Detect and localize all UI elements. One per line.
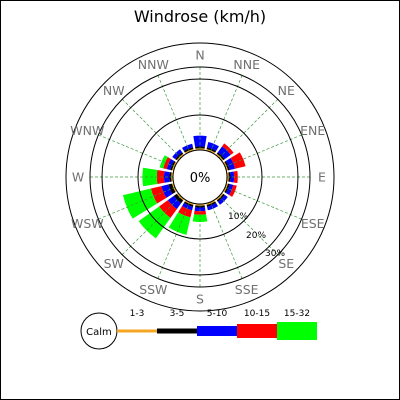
legend-bar-5-10 [197, 326, 237, 336]
direction-label-n: N [195, 48, 204, 63]
petal-ene-10-15 [230, 152, 246, 169]
petal-ese-10-15 [229, 184, 237, 197]
ring-20 [101, 78, 299, 276]
spoke-wsw [98, 187, 176, 220]
direction-labels: N NNE NE ENE E ESE SE SSE S SSW SW WSW W WNW NW NNW [70, 48, 326, 307]
spoke-nnw [157, 75, 190, 153]
petal-s-10-15 [193, 210, 207, 215]
petal-sw-5-10 [167, 195, 182, 210]
petal-ssw-10-15 [178, 206, 193, 218]
spoke-nne [210, 75, 243, 153]
legend-bar-3-5 [157, 328, 197, 334]
ring-30 [65, 42, 335, 312]
direction-label-ne: NE [278, 83, 295, 98]
petal-ssw-15-32 [168, 212, 191, 235]
spoke-sw [121, 195, 182, 256]
chart-title: Windrose (km/h) [134, 7, 266, 26]
spoke-se [218, 195, 279, 256]
petal-wsw-5-10 [161, 184, 173, 198]
petal-w-15-32 [142, 167, 158, 187]
petal-wsw-15-32 [122, 188, 158, 219]
legend-calm-label: Calm [86, 327, 112, 338]
spoke-sse [210, 201, 243, 279]
petal-s-15-32 [192, 214, 208, 223]
spoke-ese [224, 187, 302, 220]
legend-bar-15-32 [277, 322, 317, 340]
petal-wsw-10-15 [150, 186, 167, 204]
legend-bar-1-3 [117, 329, 157, 333]
grid [65, 42, 335, 312]
direction-label-sw: SW [104, 256, 124, 271]
ring-label-10: 10% [228, 212, 248, 222]
direction-label-se: SE [278, 256, 294, 271]
petal-n-5-10 [193, 135, 207, 147]
spoke-nw [121, 98, 182, 159]
direction-label-ese: ESE [301, 216, 325, 231]
petal-wnw-10-15 [163, 157, 171, 170]
petal-sw-10-15 [159, 200, 177, 218]
direction-label-nne: NNE [233, 57, 260, 72]
direction-label-nw: NW [103, 83, 125, 98]
petal-wsw-3-5 [168, 183, 176, 195]
outer-ring [89, 66, 311, 288]
direction-label-wsw: WSW [71, 216, 104, 231]
direction-label-sse: SSE [235, 282, 259, 297]
direction-label-s: S [196, 292, 204, 307]
legend: Calm 1-3 3-5 5-10 10-15 15-32 [80, 309, 317, 350]
legend-bar-10-15 [237, 324, 277, 338]
direction-label-w: W [72, 170, 84, 185]
legend-label-10-15: 10-15 [244, 309, 270, 319]
ring-label-30: 30% [265, 249, 285, 259]
legend-label-3-5: 3-5 [170, 309, 185, 319]
direction-label-wnw: WNW [70, 123, 104, 138]
spoke-ssw [157, 201, 190, 279]
calm-center-circle [172, 149, 228, 205]
legend-label-5-10: 5-10 [207, 309, 228, 319]
direction-label-ene: ENE [300, 123, 325, 138]
center-label: 0% [190, 171, 211, 186]
spoke-ene [224, 134, 302, 167]
legend-label-15-32: 15-32 [284, 309, 310, 319]
direction-label-ssw: SSW [139, 282, 167, 297]
ring-10 [137, 114, 263, 240]
ring-label-20: 20% [246, 231, 266, 241]
spoke-ne [218, 98, 279, 159]
legend-label-1-3: 1-3 [130, 309, 145, 319]
direction-label-nnw: NNW [138, 57, 169, 72]
direction-label-e: E [318, 170, 326, 185]
petal-e-10-15 [233, 170, 238, 184]
spoke-wnw [98, 134, 176, 167]
petal-sw-3-5 [173, 193, 184, 204]
